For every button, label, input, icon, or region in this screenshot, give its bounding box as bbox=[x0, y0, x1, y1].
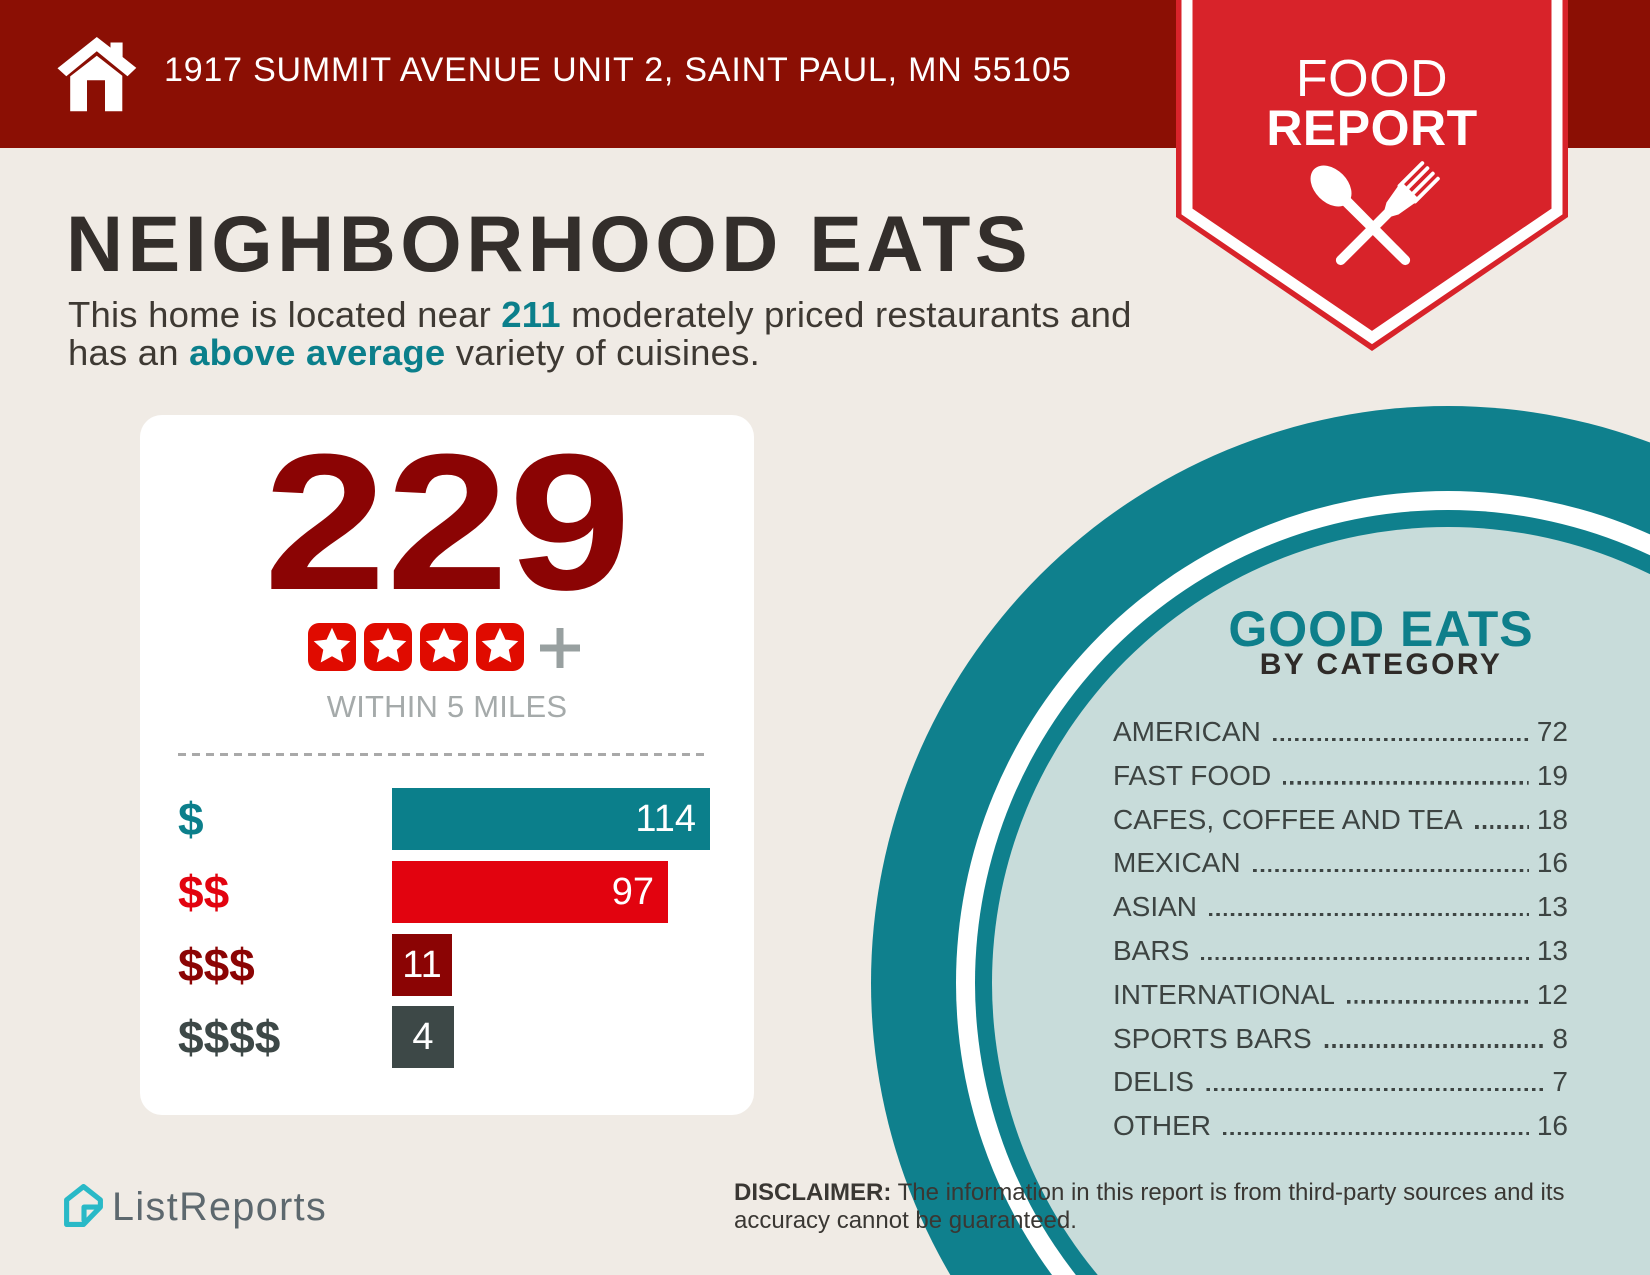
svg-text:REPORT: REPORT bbox=[1266, 100, 1477, 156]
svg-text:FOOD: FOOD bbox=[1296, 50, 1448, 108]
